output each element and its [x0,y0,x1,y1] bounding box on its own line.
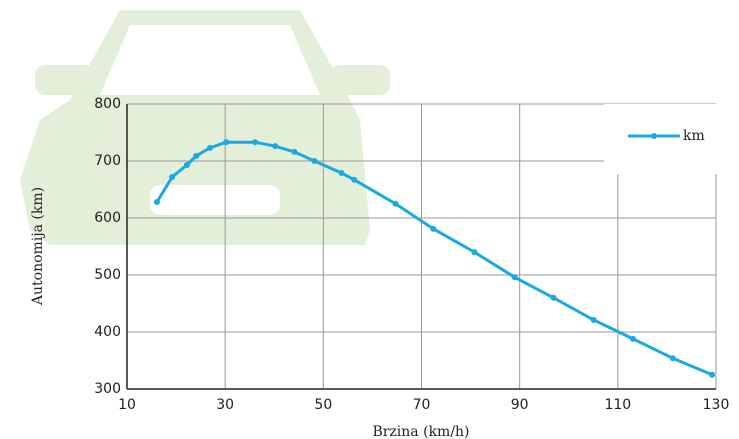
x-tick-label: 30 [216,397,234,413]
point [709,372,715,378]
point [430,226,436,232]
chart: Brzina (km/h) Autonomija (km) 300 400 500 6… [0,0,739,439]
point [338,170,344,176]
point [630,336,636,342]
y-tick-label: 800 [94,96,121,112]
point [184,162,190,168]
legend-marker [651,133,657,139]
x-tick-label: 130 [703,397,730,413]
legend-box [604,104,739,174]
point [351,177,357,183]
point [223,139,229,145]
y-axis-label: Autonomija (km) [30,187,46,306]
x-tick-label: 90 [511,397,529,413]
point [207,145,213,151]
point [252,139,258,145]
x-tick-label: 110 [604,397,631,413]
point [291,149,297,155]
x-tick-label: 70 [413,397,431,413]
y-tick-label: 600 [94,210,121,226]
x-axis-label: Brzina (km/h) [372,424,469,439]
point [591,317,597,323]
x-tick-label: 10 [118,397,136,413]
point [311,158,317,164]
legend-label: km [683,128,705,144]
y-tick-label: 300 [94,381,121,397]
point [551,295,557,301]
y-tick-label: 400 [94,324,121,340]
point [193,153,199,159]
y-tick-label: 500 [94,267,121,283]
point [392,201,398,207]
y-tick-label: 700 [94,153,121,169]
point [472,249,478,255]
point [169,174,175,180]
point [272,143,278,149]
point [670,355,676,361]
point [512,274,518,280]
x-tick-label: 50 [314,397,332,413]
point [154,199,160,205]
